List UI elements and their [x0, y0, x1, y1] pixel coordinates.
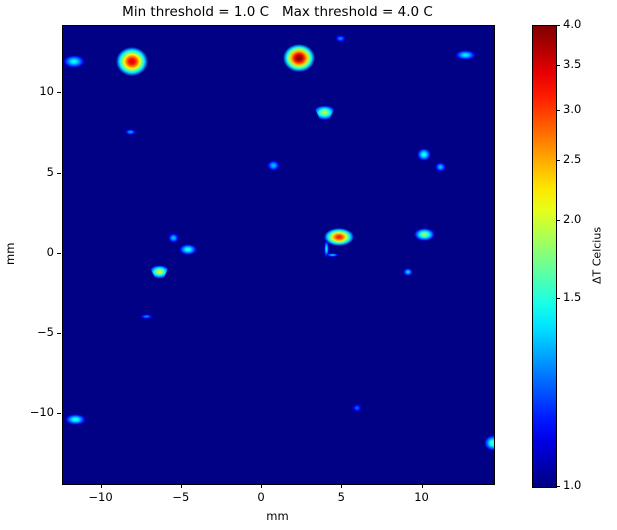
y-tick-label: 5	[46, 164, 54, 179]
y-tick-label: 0	[46, 244, 54, 259]
colorbar-tick-label: 2.5	[563, 152, 582, 167]
heat-blob	[323, 240, 329, 258]
x-tick-label: 10	[414, 490, 429, 504]
x-tick-label: 5	[337, 490, 345, 504]
heat-blob	[434, 162, 446, 173]
y-tick-label: 10	[39, 84, 54, 99]
colorbar-tick-mark	[556, 297, 560, 299]
heat-blob	[326, 252, 340, 257]
heat-blob	[168, 233, 180, 243]
y-tick-label: −10	[29, 405, 54, 420]
heat-blob	[351, 404, 362, 413]
x-tick-mark	[421, 484, 423, 488]
y-axis-label: mm	[3, 242, 17, 266]
y-tick-mark	[57, 92, 61, 94]
colorbar-tick-label: 3.0	[563, 101, 582, 116]
colorbar-tick-mark	[556, 65, 560, 67]
x-tick-label: −10	[88, 490, 113, 504]
heat-blob	[413, 227, 435, 242]
y-tick-mark	[57, 172, 61, 174]
heat-blob	[115, 46, 149, 76]
y-tick-mark	[57, 252, 61, 254]
colorbar-tick-mark	[556, 486, 560, 487]
x-axis-label: mm	[266, 509, 289, 523]
colorbar-tick-mark	[556, 219, 560, 221]
heat-blob	[313, 106, 336, 126]
heat-blob	[416, 148, 432, 161]
heat-blob	[335, 35, 347, 43]
colorbar	[532, 25, 557, 488]
heat-blob	[63, 54, 86, 68]
x-tick-label: −5	[172, 490, 190, 504]
y-tick-mark	[57, 413, 61, 415]
colorbar-tick-mark	[556, 109, 560, 111]
colorbar-label: ΔT Celcius	[590, 226, 604, 285]
colorbar-tick-mark	[556, 160, 560, 162]
x-tick-mark	[341, 484, 343, 488]
y-tick-mark	[57, 333, 61, 335]
heat-blob	[140, 313, 153, 320]
x-tick-label: 0	[257, 490, 265, 504]
heat-blob	[484, 435, 494, 452]
x-tick-mark	[261, 484, 263, 488]
heat-blob	[323, 228, 355, 246]
heat-blob	[282, 44, 315, 72]
colorbar-tick-label: 2.0	[563, 211, 582, 226]
x-tick-mark	[180, 484, 182, 488]
y-tick-label: −5	[37, 325, 54, 340]
x-tick-mark	[100, 484, 102, 488]
heat-blob	[124, 128, 137, 136]
colorbar-tick-label: 1.0	[563, 478, 582, 492]
plot-title: Min threshold = 1.0 C Max threshold = 4.…	[122, 4, 433, 20]
plot-area	[62, 25, 495, 485]
heat-blob	[179, 243, 198, 255]
heat-blob	[403, 267, 413, 276]
heat-blob	[266, 160, 280, 172]
colorbar-tick-mark	[556, 25, 560, 26]
colorbar-tick-label: 1.5	[563, 289, 582, 304]
heat-blob	[65, 413, 87, 425]
colorbar-tick-label: 4.0	[563, 17, 582, 31]
heat-blob	[455, 50, 477, 60]
heat-blob	[149, 265, 170, 285]
colorbar-tick-label: 3.5	[563, 57, 582, 72]
